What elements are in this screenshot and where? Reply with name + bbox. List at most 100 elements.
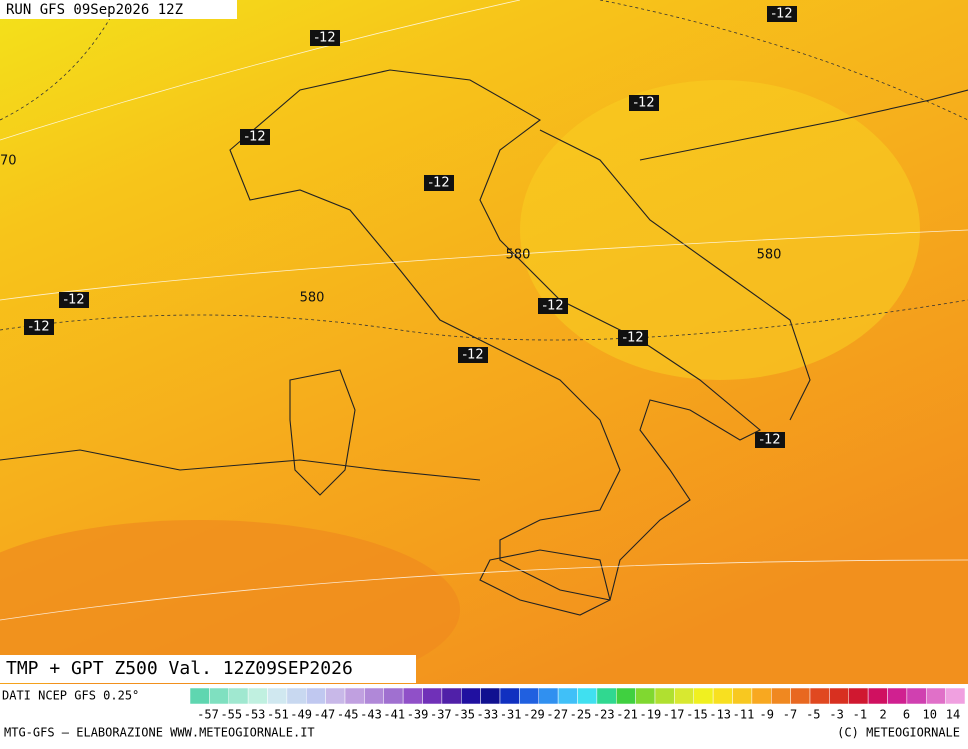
colorbar-label: 2 [880,708,887,722]
colorbar-cell [480,687,501,705]
colorbar-cell [809,687,830,705]
colorbar-cell [674,687,694,705]
temp-label-box [755,432,785,448]
colorbar-cell [771,687,791,705]
colorbar-cell [616,687,636,705]
temp-label-box [310,30,340,46]
colorbar-cell [596,687,617,705]
height-label: 580 [506,248,531,263]
run-label: RUN GFS 09Sep2026 12Z [6,2,183,18]
colorbar-label: -3 [829,708,843,722]
temp-label: -12 [314,31,335,46]
colorbar-cell [209,687,229,705]
colorbar-cell [887,687,908,705]
colorbar-label: -21 [616,708,638,722]
colorbar-cell [945,687,966,705]
colorbar-cell [441,687,462,705]
colorbar-cell [286,687,307,705]
colorbar-cell [732,687,753,705]
coastlines [0,69,968,616]
colorbar-label: 6 [903,708,910,722]
colorbar-cell [538,687,559,705]
colorbar-cell [402,687,423,705]
temp-label: -12 [542,299,563,314]
temp-label: -12 [244,130,265,145]
temp-label-box [538,298,568,314]
title-box [0,655,416,683]
colorbar-cell [306,687,326,705]
colorbar-label: -19 [640,708,662,722]
temp-label: -12 [462,348,483,363]
colorbar-cell [712,687,733,705]
height-label: 580 [300,291,325,306]
colorbar-label: -13 [709,708,731,722]
colorbar-label: -1 [853,708,867,722]
colorbar-cell [247,687,268,705]
temp-label-box [767,6,797,22]
colorbar-label: -23 [593,708,615,722]
colorbar-cell [519,687,539,705]
colorbar-cell [790,687,811,705]
colorbar-cell [829,687,849,705]
colorbar-cell [383,687,404,705]
colorbar-label: -41 [383,708,405,722]
temp-label-box [618,330,648,346]
temp-label-box [59,292,89,308]
colorbar-cell [926,687,946,705]
colorbar-label: 14 [946,708,960,722]
footer-right: (C) METEOGIORNALE [837,726,960,740]
colorbar-label: -9 [760,708,774,722]
colorbar-cell [906,687,927,705]
colorbar-cell [344,687,365,705]
colorbar-cell [189,687,210,705]
colorbar-cell [557,687,578,705]
colorbar-label: 10 [922,708,936,722]
colorbar-label: -33 [477,708,499,722]
footer-left: MTG-GFS — ELABORAZIONE WWW.METEOGIORNALE… [4,726,315,740]
colorbar-label: -27 [546,708,568,722]
warm-area [0,520,460,700]
temp-label: -12 [28,320,49,335]
colorbar-cell [422,687,443,705]
run-box [0,0,237,19]
colorbar-label: -57 [197,708,219,722]
temp-label-box [458,347,488,363]
temp-label: -12 [428,176,449,191]
map-title: TMP + GPT Z500 Val. 12Z09SEP2026 [6,658,353,679]
colorbar-cell [228,687,249,705]
colorbar-cell [848,687,869,705]
colorbar-label: -15 [686,708,708,722]
colorbar-label: -53 [244,708,266,722]
data-source: DATI NCEP GFS 0.25° [2,689,139,703]
height-label: 580 [757,248,782,263]
colorbar-cell [635,687,656,705]
temp-label-box [240,129,270,145]
colorbar-cell [654,687,675,705]
colorbar-label: -31 [500,708,522,722]
colorbar-cell [499,687,520,705]
isolines [0,0,968,341]
edge-label: 70 [0,154,17,169]
colorbar-label: -39 [407,708,429,722]
colorbar-cell [693,687,714,705]
colorbar-label: -7 [783,708,797,722]
temp-label: -12 [759,433,780,448]
temp-label: -12 [63,293,84,308]
temp-label-box [24,319,54,335]
colorbar-cell [751,687,772,705]
colorbar-label: -43 [360,708,382,722]
colorbar-label: -25 [570,708,592,722]
temp-label-box [629,95,659,111]
colorbar-label: -37 [430,708,452,722]
colorbar-cell [364,687,384,705]
temp-label: -12 [633,96,654,111]
colorbar-label: -11 [733,708,755,722]
colorbar-label: -47 [314,708,336,722]
colorbar-label: -35 [453,708,475,722]
cool-area [520,80,920,380]
colorbar-cell [461,687,481,705]
colorbar-cell [867,687,888,705]
colorbar-cell [577,687,598,705]
temp-label: -12 [622,331,643,346]
